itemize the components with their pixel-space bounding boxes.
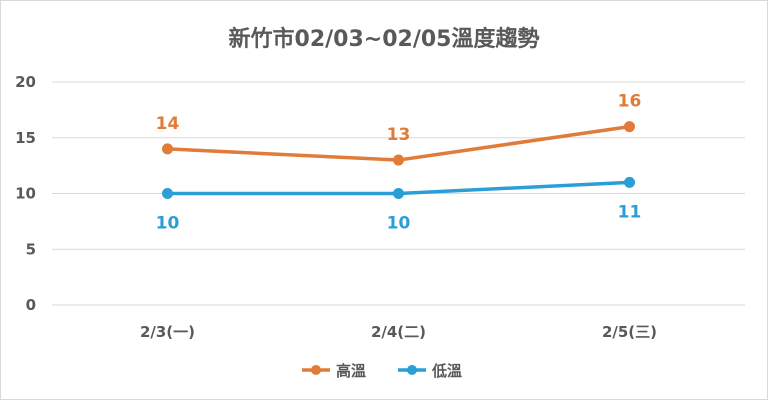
data-point [624,121,635,133]
legend-label: 高溫 [336,362,366,380]
y-tick-label: 0 [26,296,36,314]
legend: 高溫 低溫 [302,362,462,380]
chart-title: 新竹市02/03~02/05溫度趨勢 [229,26,540,52]
y-tick-label: 15 [15,129,36,147]
x-axis-ticks: 2/3(一) 2/4(二) 2/5(三) [140,323,657,341]
data-point [393,188,404,199]
legend-label: 低溫 [431,362,462,380]
data-label: 11 [618,202,642,222]
data-point [162,188,173,199]
data-point [393,154,404,166]
y-tick-label: 10 [15,185,36,203]
x-tick-label: 2/4(二) [371,323,426,341]
y-axis-ticks: 0 5 10 15 20 [15,73,36,314]
data-label: 10 [156,214,180,234]
series-layer: 14 13 16 10 10 11 [156,92,642,234]
y-tick-label: 20 [15,73,36,91]
legend-swatch-marker [407,365,417,375]
data-label: 14 [156,114,180,134]
data-label: 16 [618,92,642,112]
x-tick-label: 2/3(一) [140,323,195,341]
data-label: 10 [387,214,411,234]
data-point [624,176,635,188]
y-tick-label: 5 [26,240,36,258]
legend-swatch-marker [311,365,321,375]
data-point [162,143,173,155]
x-tick-label: 2/5(三) [602,323,657,341]
data-label: 13 [387,125,411,145]
